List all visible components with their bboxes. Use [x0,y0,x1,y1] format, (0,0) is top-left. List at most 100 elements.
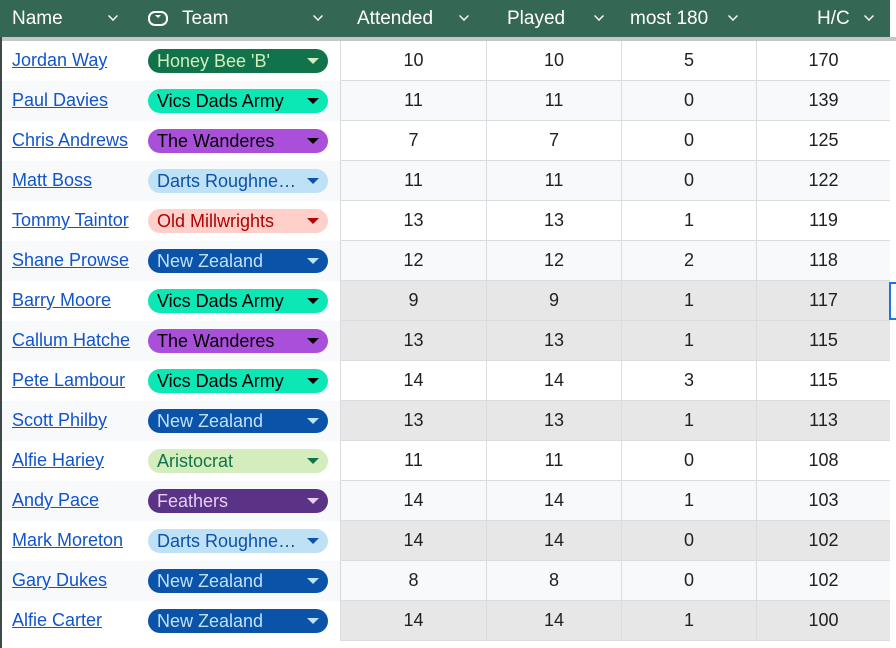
attended-cell[interactable]: 11 [340,161,486,200]
attended-cell[interactable]: 14 [340,521,486,560]
dropdown-arrow-icon[interactable] [307,338,319,344]
team-dropdown-chip[interactable]: The Wanderes [148,329,328,353]
played-cell[interactable]: 14 [486,361,621,400]
played-cell[interactable]: 13 [486,201,621,240]
most180-cell[interactable]: 1 [621,601,756,640]
name-cell[interactable]: Scott Philby [12,401,138,440]
most180-cell[interactable]: 0 [621,441,756,480]
column-header-team[interactable]: Team [148,0,228,37]
frozen-row-divider[interactable] [0,37,896,41]
team-dropdown-chip[interactable]: Aristocrat [148,449,328,473]
played-cell[interactable]: 14 [486,481,621,520]
player-link[interactable]: Tommy Taintor [12,210,129,230]
played-cell[interactable]: 13 [486,401,621,440]
player-link[interactable]: Matt Boss [12,170,93,190]
most180-cell[interactable]: 3 [621,361,756,400]
played-cell[interactable]: 7 [486,121,621,160]
player-link[interactable]: Jordan Way [12,50,108,70]
most180-cell[interactable]: 1 [621,281,756,320]
name-cell[interactable]: Barry Moore [12,281,138,320]
dropdown-arrow-icon[interactable] [307,538,319,544]
attended-cell[interactable]: 14 [340,361,486,400]
player-link[interactable]: Shane Prowse [12,250,130,270]
column-header-played[interactable]: Played [507,0,565,37]
most180-cell[interactable]: 0 [621,521,756,560]
hc-cell[interactable]: 102 [756,521,890,560]
column-header-most180[interactable]: most 180 [630,0,708,37]
most180-cell[interactable]: 0 [621,161,756,200]
played-cell[interactable]: 12 [486,241,621,280]
chevron-down-icon[interactable] [594,11,604,21]
most180-cell[interactable]: 5 [621,41,756,80]
player-link[interactable]: Andy Pace [12,490,100,510]
dropdown-arrow-icon[interactable] [307,418,319,424]
hc-cell[interactable]: 115 [756,321,890,360]
name-cell[interactable]: Andy Pace [12,481,138,520]
chevron-down-icon[interactable] [108,11,118,21]
hc-cell[interactable]: 139 [756,81,890,120]
attended-cell[interactable]: 14 [340,481,486,520]
attended-cell[interactable]: 11 [340,81,486,120]
team-dropdown-chip[interactable]: Vics Dads Army [148,369,328,393]
played-cell[interactable]: 8 [486,561,621,600]
team-dropdown-chip[interactable]: New Zealand [148,249,328,273]
team-dropdown-chip[interactable]: The Wanderes [148,129,328,153]
played-cell[interactable]: 14 [486,601,621,640]
hc-cell[interactable]: 115 [756,361,890,400]
attended-cell[interactable]: 7 [340,121,486,160]
most180-cell[interactable]: 0 [621,81,756,120]
name-cell[interactable]: Tommy Taintor [12,201,138,240]
name-cell[interactable]: Pete Lambour [12,361,138,400]
chevron-down-icon[interactable] [313,11,323,21]
player-link[interactable]: Mark Moreton [12,530,124,550]
chevron-down-icon[interactable] [864,11,874,21]
team-dropdown-chip[interactable]: Honey Bee 'B' [148,49,328,73]
name-cell[interactable]: Shane Prowse [12,241,138,280]
name-cell[interactable]: Gary Dukes [12,561,138,600]
attended-cell[interactable]: 9 [340,281,486,320]
hc-cell[interactable]: 100 [756,601,890,640]
team-dropdown-chip[interactable]: New Zealand [148,569,328,593]
attended-cell[interactable]: 13 [340,321,486,360]
dropdown-arrow-icon[interactable] [307,498,319,504]
team-dropdown-chip[interactable]: Darts Roughne… [148,169,328,193]
team-dropdown-chip[interactable]: New Zealand [148,609,328,633]
attended-cell[interactable]: 11 [340,441,486,480]
played-cell[interactable]: 11 [486,161,621,200]
played-cell[interactable]: 14 [486,521,621,560]
most180-cell[interactable]: 0 [621,121,756,160]
played-cell[interactable]: 10 [486,41,621,80]
most180-cell[interactable]: 1 [621,201,756,240]
name-cell[interactable]: Mark Moreton [12,521,138,560]
name-cell[interactable]: Chris Andrews [12,121,138,160]
team-dropdown-chip[interactable]: New Zealand [148,409,328,433]
player-link[interactable]: Scott Philby [12,410,108,430]
attended-cell[interactable]: 13 [340,201,486,240]
played-cell[interactable]: 11 [486,441,621,480]
dropdown-arrow-icon[interactable] [307,58,319,64]
hc-cell[interactable]: 118 [756,241,890,280]
name-cell[interactable]: Matt Boss [12,161,138,200]
dropdown-arrow-icon[interactable] [307,298,319,304]
played-cell[interactable]: 13 [486,321,621,360]
hc-cell[interactable]: 117 [756,281,890,320]
team-dropdown-chip[interactable]: Vics Dads Army [148,89,328,113]
attended-cell[interactable]: 8 [340,561,486,600]
player-link[interactable]: Gary Dukes [12,570,108,590]
hc-cell[interactable]: 108 [756,441,890,480]
player-link[interactable]: Pete Lambour [12,370,126,390]
chevron-down-icon[interactable] [459,11,469,21]
dropdown-arrow-icon[interactable] [307,378,319,384]
dropdown-arrow-icon[interactable] [307,178,319,184]
player-link[interactable]: Callum Hatche [12,330,131,350]
name-cell[interactable]: Alfie Carter [12,601,138,640]
played-cell[interactable]: 11 [486,81,621,120]
attended-cell[interactable]: 12 [340,241,486,280]
name-cell[interactable]: Paul Davies [12,81,138,120]
player-link[interactable]: Alfie Hariey [12,450,105,470]
player-link[interactable]: Barry Moore [12,290,112,310]
attended-cell[interactable]: 10 [340,41,486,80]
column-header-attended[interactable]: Attended [357,0,433,37]
hc-cell[interactable]: 113 [756,401,890,440]
name-cell[interactable]: Alfie Hariey [12,441,138,480]
